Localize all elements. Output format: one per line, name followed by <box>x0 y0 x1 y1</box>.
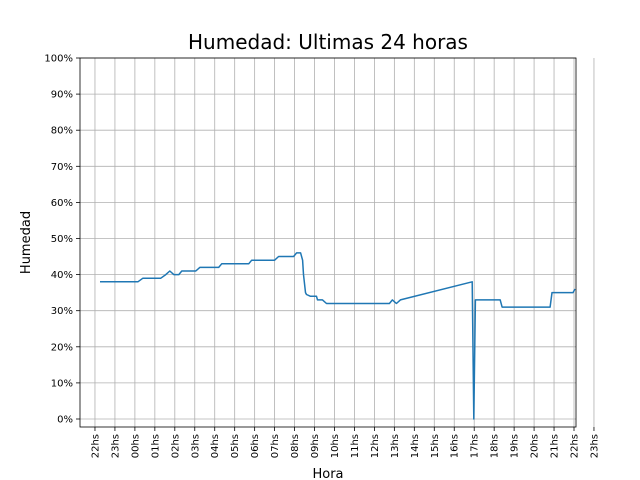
humidity-series-line <box>100 252 576 420</box>
x-tick-label: 04hs <box>210 434 221 458</box>
x-tick-label: 15hs <box>430 434 441 458</box>
x-tick-label: 14hs <box>410 434 421 458</box>
chart-title: Humedad: Ultimas 24 horas <box>188 30 468 54</box>
x-tick-label: 20hs <box>530 434 541 458</box>
x-tick-label: 12hs <box>370 434 381 458</box>
x-tick-label: 05hs <box>230 434 241 458</box>
y-tick-label: 50% <box>51 234 73 245</box>
x-tick-label: 17hs <box>470 434 481 458</box>
x-axis-label: Hora <box>312 467 343 480</box>
y-tick-label: 90% <box>51 90 73 101</box>
x-tick-label: 02hs <box>170 434 181 458</box>
x-tick-label: 09hs <box>310 434 321 458</box>
y-tick-label: 100% <box>44 54 73 65</box>
plot-area-frame <box>79 57 577 428</box>
x-tick-label: 22hs <box>570 434 581 458</box>
grid <box>80 57 595 427</box>
y-axis: 0% 10% 20% 30% 40% 50% 60% 70% 80% 90% 100% <box>44 54 80 426</box>
y-tick-label: 80% <box>51 126 73 137</box>
x-tick-label: 06hs <box>250 434 261 458</box>
x-tick-label: 01hs <box>150 434 161 458</box>
y-tick-label: 60% <box>51 198 73 209</box>
y-tick-label: 20% <box>51 342 73 353</box>
y-tick-label: 40% <box>51 270 73 281</box>
x-tick-label: 23hs <box>589 434 600 458</box>
series-layer <box>100 252 576 420</box>
y-tick-label: 30% <box>51 306 73 317</box>
x-tick-label: 18hs <box>490 434 501 458</box>
x-axis: 22hs 23hs 00hs 01hs 02hs 03hs 04hs 05hs 06hs 07hs… <box>90 427 600 458</box>
y-tick-label: 10% <box>51 378 73 389</box>
x-tick-label: 08hs <box>290 434 301 458</box>
y-tick-label: 0% <box>57 415 73 426</box>
y-axis-label: Humedad <box>19 211 34 274</box>
x-tick-label: 19hs <box>510 434 521 458</box>
x-tick-label: 23hs <box>110 434 121 458</box>
x-tick-label: 16hs <box>450 434 461 458</box>
y-tick-label: 70% <box>51 162 73 173</box>
x-tick-label: 21hs <box>550 434 561 458</box>
x-tick-label: 11hs <box>350 434 361 458</box>
x-tick-label: 22hs <box>90 434 101 458</box>
x-tick-label: 13hs <box>390 434 401 458</box>
x-tick-label: 03hs <box>190 434 201 458</box>
x-tick-label: 07hs <box>270 434 281 458</box>
x-tick-label: 10hs <box>330 434 341 458</box>
x-tick-label: 00hs <box>130 434 141 458</box>
